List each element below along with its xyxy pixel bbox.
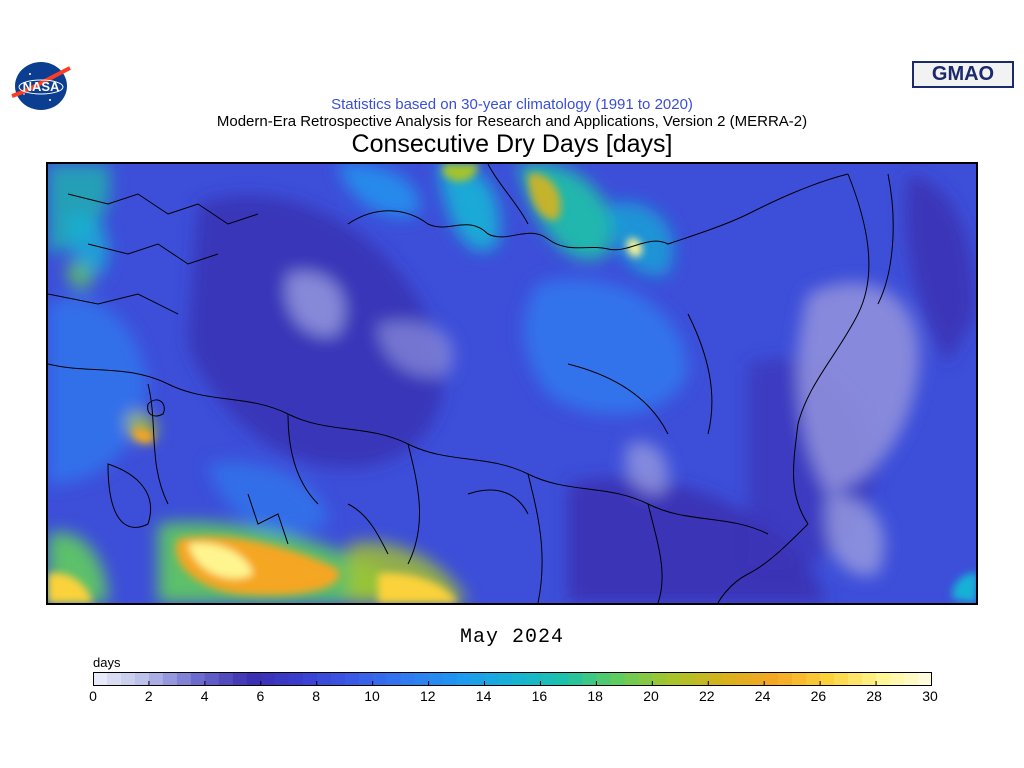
colorbar-tick-label: 14 [475, 688, 492, 704]
colorbar [93, 672, 932, 686]
map-hot-spots [48, 164, 976, 603]
colorbar-segment [554, 672, 570, 686]
colorbar-segment [470, 672, 486, 686]
colorbar-segment [260, 672, 276, 686]
colorbar-segment [316, 672, 332, 686]
colorbar-tick-label: 0 [89, 688, 97, 704]
colorbar-segment [736, 672, 751, 686]
colorbar-segment [330, 672, 346, 686]
colorbar-tick-label: 8 [312, 688, 321, 704]
colorbar-segment [400, 672, 416, 686]
colorbar-segment [526, 672, 542, 686]
chart-title: Consecutive Dry Days [days] [351, 130, 673, 158]
colorbar-segment [414, 672, 430, 686]
gmao-logo: GMAO [912, 61, 1014, 88]
colorbar-segment [190, 672, 206, 686]
nasa-logo: NASA [11, 62, 71, 110]
colorbar-segment [120, 672, 136, 686]
nasa-logo-text: NASA [23, 79, 60, 94]
colorbar-segment [680, 672, 695, 686]
colorbar-segment [498, 672, 514, 686]
colorbar-segments [93, 672, 932, 686]
consecutive-dry-days-map [48, 164, 976, 603]
colorbar-segment [540, 672, 556, 686]
dataset-name: Modern-Era Retrospective Analysis for Re… [216, 113, 808, 130]
colorbar-segment [148, 672, 164, 686]
chart-subtitle: Statistics based on 30-year climatology … [331, 96, 693, 113]
colorbar-segment [344, 672, 360, 686]
colorbar-segment [792, 672, 807, 686]
colorbar-tick-label: 22 [699, 688, 715, 704]
colorbar-tick-label: 18 [587, 688, 603, 704]
map-panel [46, 162, 978, 605]
colorbar-segment [274, 672, 290, 686]
colorbar-segment [484, 672, 500, 686]
map-boundaries [48, 164, 894, 603]
colorbar-segment [750, 672, 765, 686]
colorbar-segment [694, 672, 709, 686]
colorbar-segment [582, 672, 597, 686]
colorbar-segment [162, 672, 178, 686]
colorbar-segment [106, 672, 122, 686]
colorbar-tick-label: 10 [364, 688, 380, 704]
colorbar-segment [232, 672, 248, 686]
colorbar-segment [246, 672, 262, 686]
colorbar-segment [302, 672, 318, 686]
colorbar-segment [820, 672, 835, 686]
colorbar-segment [93, 672, 108, 686]
date-label: May 2024 [459, 626, 564, 649]
colorbar-segment [596, 672, 611, 686]
colorbar-segment [638, 672, 653, 686]
colorbar-tick-label: 28 [866, 688, 882, 704]
colorbar-segment [764, 672, 779, 686]
colorbar-tick-labels: 0 2 4 6 8 10 12 14 16 18 20 22 24 26 28 30 [0, 688, 1024, 708]
colorbar-segment [862, 672, 877, 686]
colorbar-segment [204, 672, 220, 686]
colorbar-segment [512, 672, 528, 686]
colorbar-tick-label: 2 [144, 688, 153, 704]
colorbar-segment [708, 672, 723, 686]
colorbar-segment [722, 672, 737, 686]
colorbar-tick-label: 6 [256, 688, 265, 704]
colorbar-segment [918, 672, 932, 686]
colorbar-units-label: days [93, 655, 121, 670]
colorbar-segment [428, 672, 444, 686]
colorbar-segment [218, 672, 234, 686]
colorbar-segment [288, 672, 304, 686]
colorbar-segment [456, 672, 472, 686]
colorbar-segment [778, 672, 793, 686]
colorbar-segment [358, 672, 374, 686]
colorbar-segment [848, 672, 863, 686]
colorbar-tick-label: 26 [810, 688, 827, 704]
colorbar-segment [568, 672, 584, 686]
colorbar-segment [176, 672, 192, 686]
colorbar-segment [806, 672, 821, 686]
colorbar-tick-label: 30 [922, 688, 938, 704]
colorbar-tick-label: 16 [531, 688, 548, 704]
colorbar-segment [442, 672, 458, 686]
colorbar-tick-label: 4 [200, 688, 209, 704]
colorbar-segment [386, 672, 402, 686]
colorbar-segment [876, 672, 891, 686]
colorbar-segment [134, 672, 150, 686]
map-field [48, 164, 976, 603]
colorbar-segment [666, 672, 681, 686]
colorbar-segment [610, 672, 625, 686]
colorbar-segment [652, 672, 667, 686]
colorbar-segment [890, 672, 905, 686]
colorbar-segment [904, 672, 919, 686]
colorbar-tick-label: 24 [754, 688, 771, 704]
colorbar-segment [372, 672, 388, 686]
colorbar-tick-label: 20 [643, 688, 659, 704]
colorbar-segment [834, 672, 849, 686]
colorbar-segment [624, 672, 639, 686]
colorbar-tick-label: 12 [420, 688, 436, 704]
